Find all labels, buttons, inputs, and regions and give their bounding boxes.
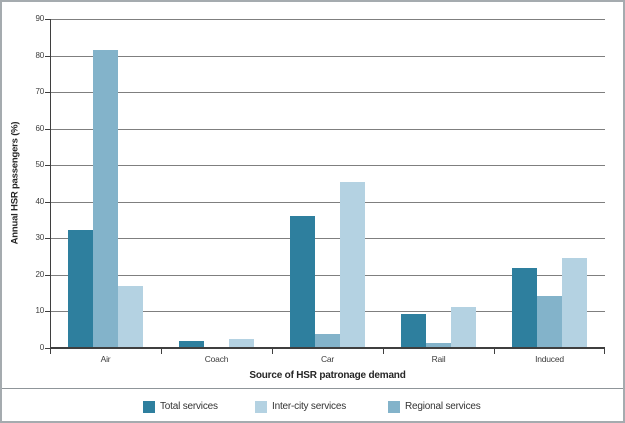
bar-total-induced [512, 268, 537, 348]
gridline-20 [50, 275, 605, 276]
bar-inter-city-induced [562, 258, 587, 348]
category-label-rail: Rail [431, 354, 446, 364]
y-tick-80 [45, 56, 50, 57]
y-tick-90 [45, 19, 50, 20]
legend-label: Total services [160, 401, 218, 412]
gridline-60 [50, 129, 605, 130]
plot-area [45, 19, 605, 354]
y-tick-label-50: 50 [35, 160, 45, 169]
x-tick-boundary-5 [604, 349, 605, 354]
y-tick-60 [45, 129, 50, 130]
bar-inter-city-rail [451, 307, 476, 348]
y-tick-label-0: 0 [39, 343, 44, 352]
y-tick-70 [45, 92, 50, 93]
y-axis-line [50, 19, 51, 348]
category-label-air: Air [100, 354, 111, 364]
y-tick-label-70: 70 [35, 87, 45, 96]
legend-swatch-regional-services [388, 401, 400, 413]
bar-inter-city-car [340, 182, 365, 348]
x-axis-title: Source of HSR patronage demand [249, 370, 406, 381]
gridline-40 [50, 202, 605, 203]
bar-regional-induced [537, 296, 562, 348]
x-tick-boundary-1 [161, 349, 162, 354]
x-tick-boundary-4 [494, 349, 495, 354]
bar-inter-city-coach [229, 339, 254, 348]
bar-total-rail [401, 314, 426, 348]
x-tick-boundary-2 [272, 349, 273, 354]
y-tick-label-10: 10 [35, 306, 45, 315]
bar-regional-air [93, 50, 118, 348]
gridline-50 [50, 165, 605, 166]
y-tick-50 [45, 165, 50, 166]
y-tick-10 [45, 311, 50, 312]
y-tick-40 [45, 202, 50, 203]
legend-swatch-total-services [143, 401, 155, 413]
y-tick-label-20: 20 [35, 270, 45, 279]
y-tick-label-30: 30 [35, 233, 45, 242]
bar-total-air [68, 230, 93, 348]
category-label-coach: Coach [204, 354, 229, 364]
bar-inter-city-air [118, 286, 143, 348]
bar-regional-car [315, 334, 340, 348]
bar-total-coach [179, 341, 204, 348]
x-tick-boundary-0 [50, 349, 51, 354]
x-tick-boundary-3 [383, 349, 384, 354]
y-tick-20 [45, 275, 50, 276]
y-axis-title: Annual HSR passengers (%) [9, 121, 21, 245]
gridline-70 [50, 92, 605, 93]
bar-regional-rail [426, 343, 451, 348]
legend-label: Inter-city services [272, 401, 346, 412]
legend-swatch-inter-city-services [255, 401, 267, 413]
y-tick-30 [45, 238, 50, 239]
category-label-car: Car [320, 354, 335, 364]
gridline-90 [50, 19, 605, 20]
y-tick-label-90: 90 [35, 14, 45, 23]
gridline-80 [50, 56, 605, 57]
legend-label: Regional services [405, 401, 481, 412]
y-tick-label-60: 60 [35, 124, 45, 133]
legend-divider-line [2, 388, 623, 389]
category-label-induced: Induced [535, 354, 564, 364]
bar-total-car [290, 216, 315, 348]
gridline-30 [50, 238, 605, 239]
y-tick-0 [45, 348, 50, 349]
x-axis-line [50, 347, 605, 349]
y-tick-label-40: 40 [35, 197, 45, 206]
gridline-10 [50, 311, 605, 312]
y-tick-label-80: 80 [35, 51, 45, 60]
